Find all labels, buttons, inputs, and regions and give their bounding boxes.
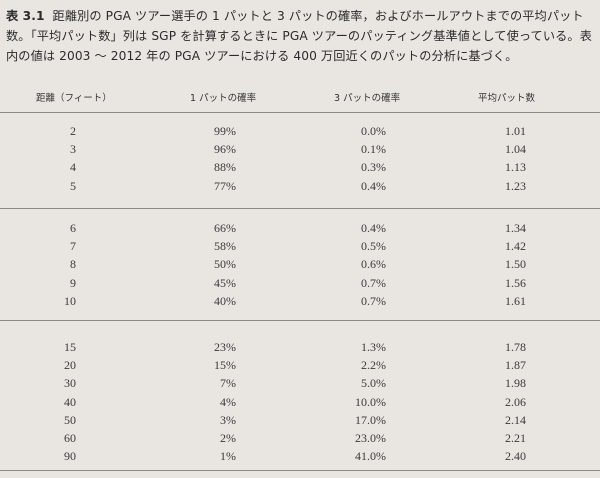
cell-avg-putts: 2.14	[505, 412, 526, 427]
cell-avg-putts: 1.78	[505, 340, 526, 354]
cell-distance: 6	[70, 221, 76, 235]
header-one-putt: 1 パットの確率	[190, 93, 257, 104]
cell-distance: 5	[70, 178, 76, 193]
table-row: 3 96% 0.1% 1.04	[0, 142, 600, 160]
cell-distance: 50	[64, 412, 76, 427]
cell-avg-putts: 1.87	[505, 358, 526, 373]
table-rule	[0, 470, 600, 471]
table-row: 6 66% 0.4% 1.34	[0, 221, 600, 239]
cell-distance: 10	[64, 293, 76, 308]
header-avg-putts: 平均パット数	[478, 93, 536, 104]
cell-three-putt: 0.0%	[361, 124, 386, 138]
cell-three-putt: 1.3%	[361, 340, 386, 354]
cell-three-putt: 17.0%	[355, 412, 386, 427]
table-row: 5 77% 0.4% 1.23	[0, 179, 600, 197]
cell-one-putt: 88%	[214, 160, 236, 175]
cell-avg-putts: 2.06	[505, 394, 526, 409]
header-three-putt: 3 パットの確率	[334, 93, 401, 104]
cell-one-putt: 15%	[214, 358, 236, 373]
cell-one-putt: 1%	[220, 449, 236, 464]
cell-three-putt: 23.0%	[355, 431, 386, 445]
table-row: 7 58% 0.5% 1.42	[0, 239, 600, 257]
cell-one-putt: 99%	[214, 124, 236, 138]
cell-one-putt: 40%	[214, 293, 236, 308]
cell-distance: 90	[64, 449, 76, 464]
cell-avg-putts: 2.21	[505, 431, 526, 445]
cell-avg-putts: 1.34	[505, 221, 526, 235]
table-row: 4 88% 0.3% 1.13	[0, 160, 600, 178]
header-distance: 距離（フィート）	[36, 93, 112, 104]
cell-avg-putts: 1.42	[505, 239, 526, 254]
cell-one-putt: 50%	[214, 257, 236, 272]
cell-distance: 7	[70, 239, 76, 254]
table-row: 30 7% 5.0% 1.98	[0, 376, 600, 394]
cell-three-putt: 0.5%	[361, 239, 386, 254]
cell-one-putt: 2%	[220, 431, 236, 445]
table-row: 50 3% 17.0% 2.14	[0, 413, 600, 431]
table-header: 距離（フィート） 1 パットの確率 3 パットの確率 平均パット数	[0, 90, 600, 106]
table-rule	[0, 208, 600, 209]
cell-three-putt: 0.6%	[361, 257, 386, 272]
table-rule	[0, 112, 600, 113]
cell-distance: 60	[64, 431, 76, 445]
cell-distance: 3	[70, 142, 76, 157]
cell-distance: 40	[64, 394, 76, 409]
table-row: 40 4% 10.0% 2.06	[0, 395, 600, 413]
cell-avg-putts: 1.04	[505, 142, 526, 157]
cell-avg-putts: 1.56	[505, 275, 526, 290]
cell-three-putt: 2.2%	[361, 358, 386, 373]
cell-distance: 15	[64, 340, 76, 354]
cell-three-putt: 10.0%	[355, 394, 386, 409]
cell-one-putt: 77%	[214, 178, 236, 193]
cell-one-putt: 66%	[214, 221, 236, 235]
caption-label: 表 3.1	[6, 9, 45, 23]
cell-one-putt: 23%	[214, 340, 236, 354]
cell-avg-putts: 1.01	[505, 124, 526, 138]
cell-three-putt: 0.1%	[361, 142, 386, 157]
cell-three-putt: 0.3%	[361, 160, 386, 175]
cell-avg-putts: 1.23	[505, 178, 526, 193]
cell-three-putt: 41.0%	[355, 449, 386, 464]
cell-three-putt: 0.4%	[361, 221, 386, 235]
table-row: 10 40% 0.7% 1.61	[0, 294, 600, 312]
cell-one-putt: 3%	[220, 412, 236, 427]
cell-distance: 30	[64, 376, 76, 391]
cell-distance: 4	[70, 160, 76, 175]
cell-one-putt: 4%	[220, 394, 236, 409]
cell-avg-putts: 1.61	[505, 293, 526, 308]
cell-one-putt: 7%	[220, 376, 236, 391]
cell-distance: 2	[70, 124, 76, 138]
cell-avg-putts: 1.13	[505, 160, 526, 175]
cell-three-putt: 5.0%	[361, 376, 386, 391]
cell-distance: 8	[70, 257, 76, 272]
table-row: 9 45% 0.7% 1.56	[0, 276, 600, 294]
table-rule	[0, 320, 600, 321]
table-row: 8 50% 0.6% 1.50	[0, 257, 600, 275]
cell-three-putt: 0.7%	[361, 293, 386, 308]
cell-one-putt: 58%	[214, 239, 236, 254]
table-row: 20 15% 2.2% 1.87	[0, 358, 600, 376]
cell-distance: 20	[64, 358, 76, 373]
table-row: 90 1% 41.0% 2.40	[0, 449, 600, 467]
cell-avg-putts: 2.40	[505, 449, 526, 464]
table-row: 2 99% 0.0% 1.01	[0, 124, 600, 142]
cell-three-putt: 0.4%	[361, 178, 386, 193]
cell-one-putt: 45%	[214, 275, 236, 290]
cell-one-putt: 96%	[214, 142, 236, 157]
caption-text: 距離別の PGA ツアー選手の 1 パットと 3 パットの確率，およびホールアウ…	[6, 9, 592, 63]
cell-avg-putts: 1.98	[505, 376, 526, 391]
table-caption: 表 3.1 距離別の PGA ツアー選手の 1 パットと 3 パットの確率，および…	[6, 6, 596, 66]
table-row: 15 23% 1.3% 1.78	[0, 340, 600, 358]
cell-three-putt: 0.7%	[361, 275, 386, 290]
cell-avg-putts: 1.50	[505, 257, 526, 272]
cell-distance: 9	[70, 275, 76, 290]
table-row: 60 2% 23.0% 2.21	[0, 431, 600, 449]
